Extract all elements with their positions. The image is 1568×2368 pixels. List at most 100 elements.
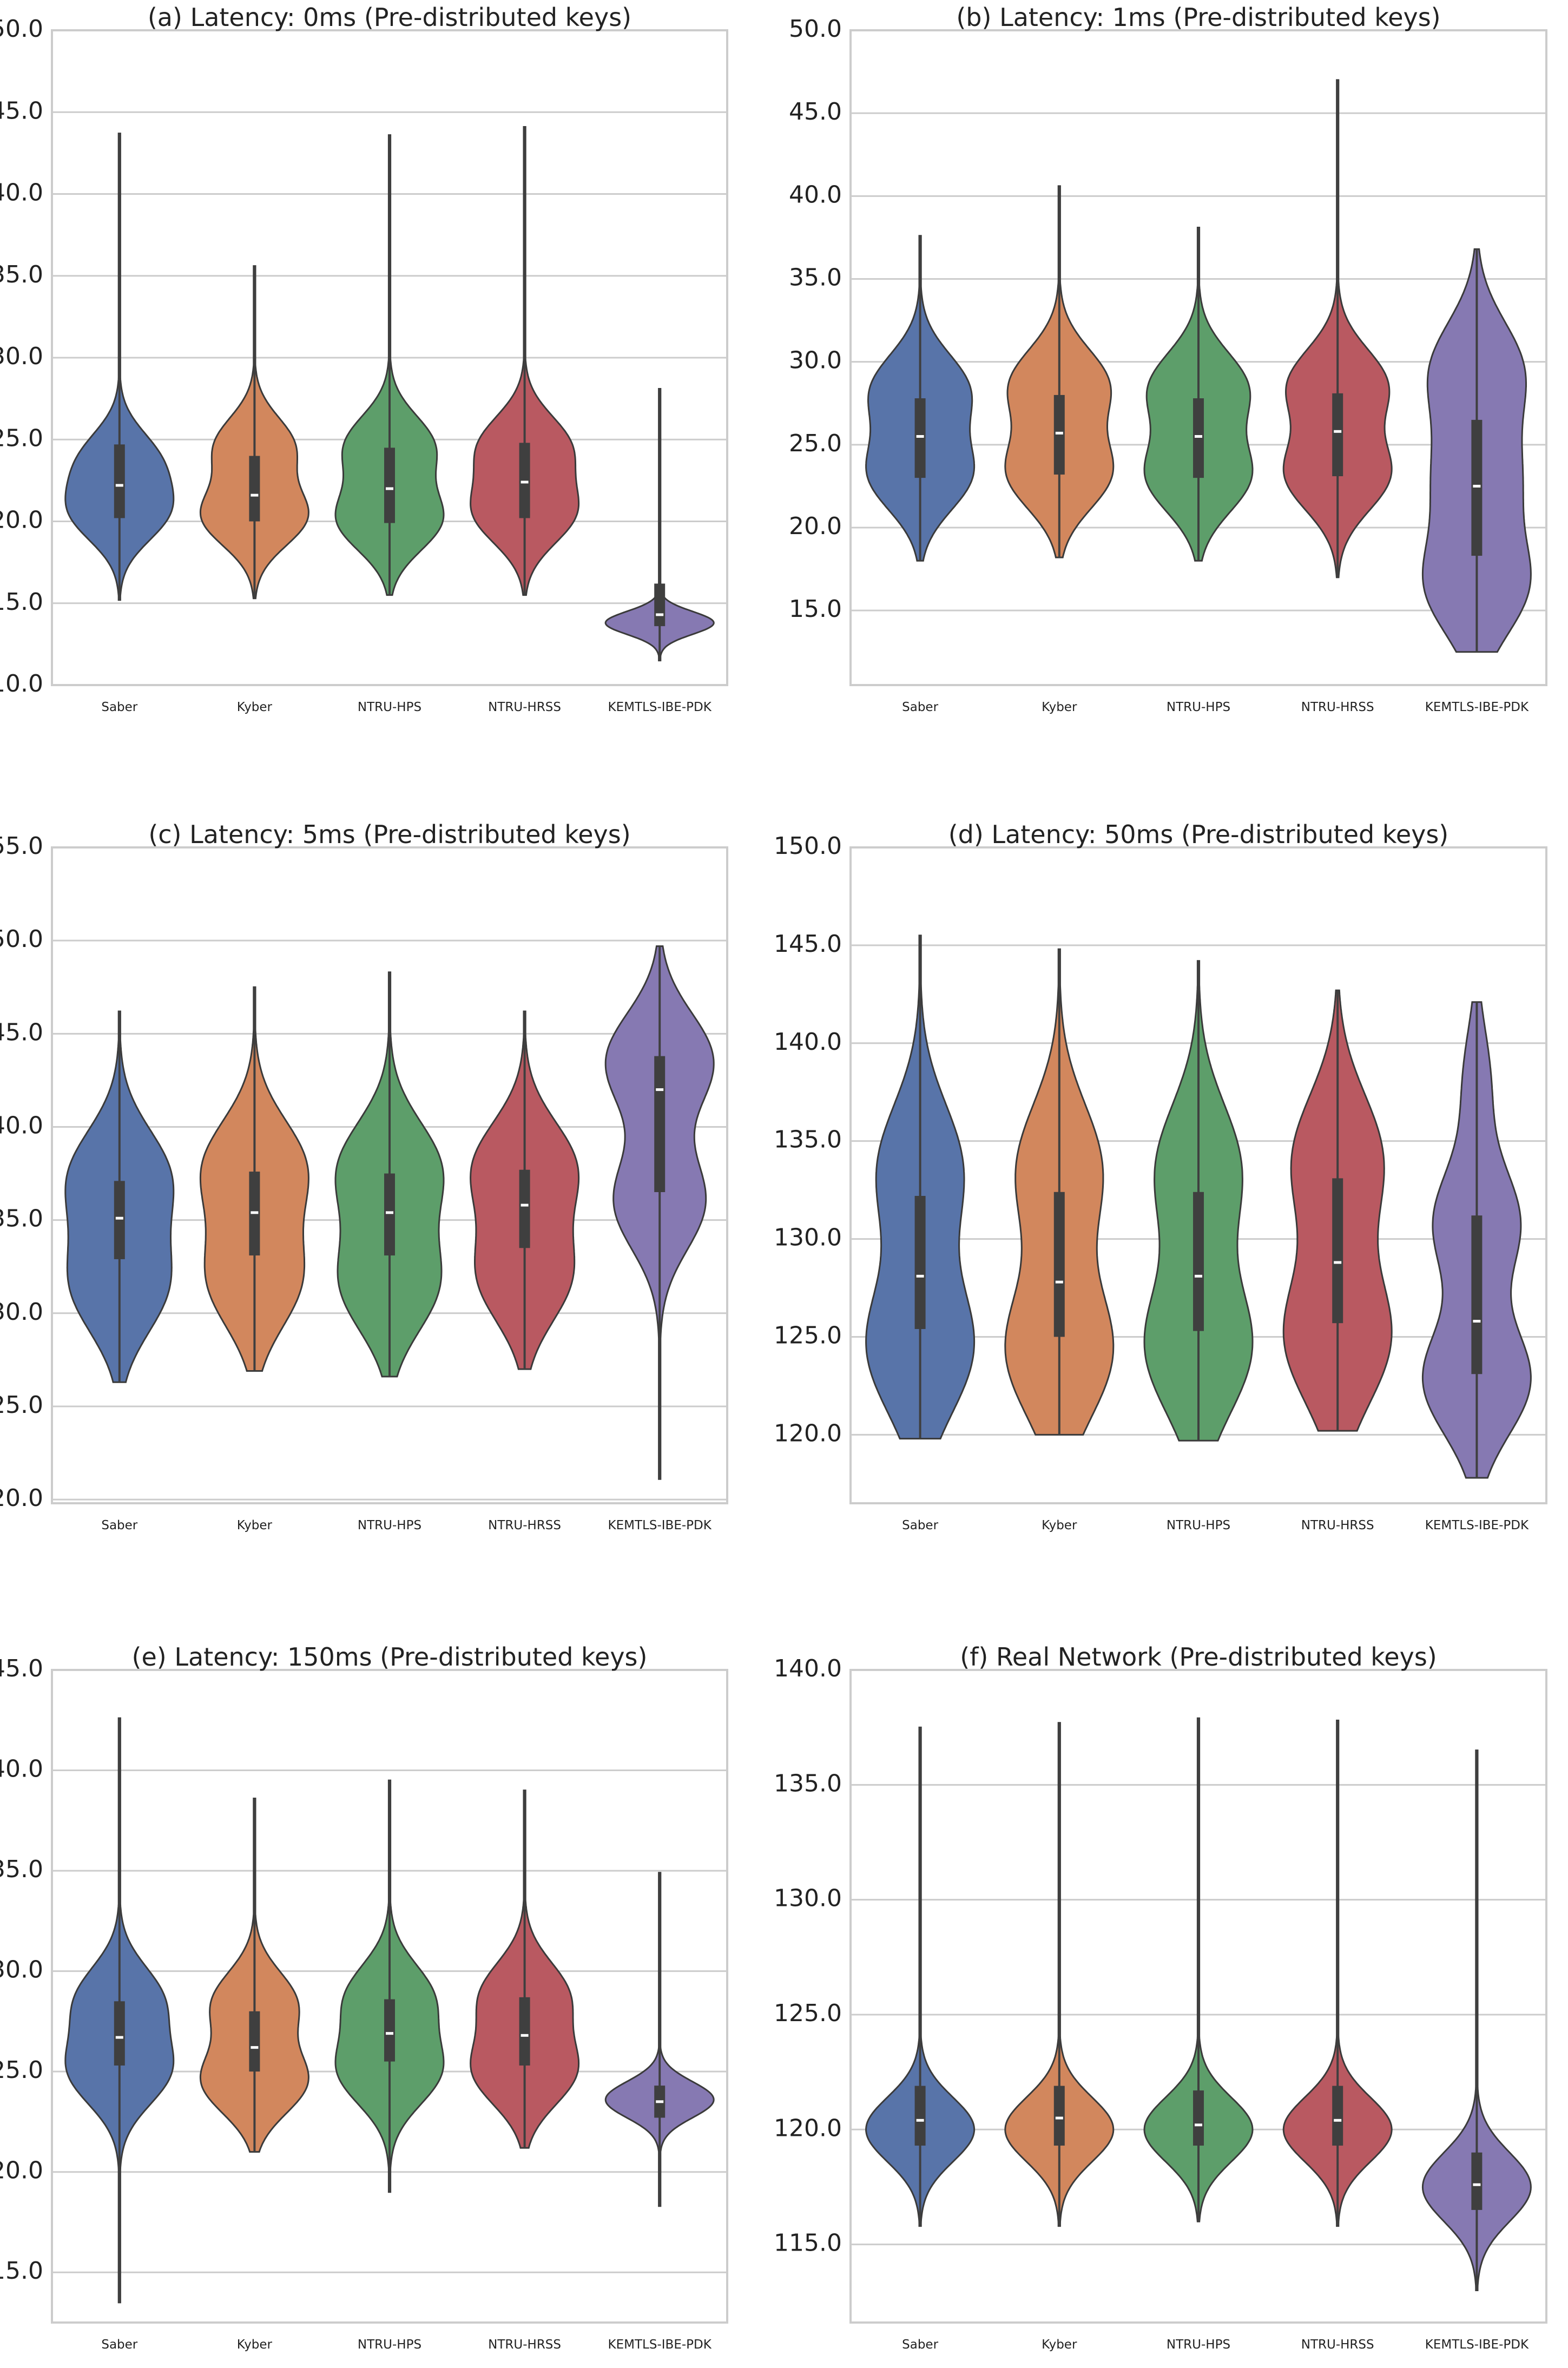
y-tick-label: 25.0 bbox=[789, 430, 842, 457]
chart-title: (f) Real Network (Pre-distributed keys) bbox=[960, 1642, 1437, 1672]
x-tick-label-saber: Saber bbox=[902, 2338, 938, 2352]
iqr-box-ntru-hps bbox=[384, 448, 395, 523]
chart-title: (e) Latency: 150ms (Pre-distributed keys… bbox=[132, 1642, 648, 1672]
iqr-box-kyber bbox=[1053, 394, 1065, 475]
iqr-box-ntru-hrss bbox=[519, 1997, 530, 2066]
iqr-box-ntru-hrss bbox=[519, 1169, 530, 1248]
y-tick-label: 125.0 bbox=[774, 1321, 842, 1349]
x-tick-label-ntru-hrss: NTRU-HRSS bbox=[488, 1518, 561, 1532]
y-tick-label: 20.0 bbox=[0, 1484, 43, 1512]
iqr-box-ntru-hrss bbox=[519, 443, 530, 518]
x-tick-label-saber: Saber bbox=[902, 1518, 938, 1532]
x-tick-label-kyber: Kyber bbox=[237, 2338, 273, 2352]
y-tick-label: 120.0 bbox=[774, 2114, 842, 2142]
x-tick-label-ntru-hrss: NTRU-HRSS bbox=[488, 2338, 561, 2352]
x-tick-label-kemtls-ibe-pdk: KEMTLS-IBE-PDK bbox=[608, 1518, 712, 1532]
y-tick-label: 20.0 bbox=[789, 512, 842, 540]
iqr-box-kemtls-ibe-pdk bbox=[1471, 1215, 1483, 1374]
chart-title: (c) Latency: 5ms (Pre-distributed keys) bbox=[148, 820, 630, 849]
iqr-box-kemtls-ibe-pdk bbox=[1471, 2152, 1483, 2210]
chart-panel-b: 15.0 20.0 25.0 30.0 35.0 40.0 45.0 50.0 Saber Kyb… bbox=[789, 3, 1547, 714]
x-tick-label-ntru-hps: NTRU-HPS bbox=[358, 700, 421, 714]
y-tick-label: 20.0 bbox=[0, 507, 43, 534]
iqr-box-ntru-hps bbox=[1193, 1192, 1204, 1331]
y-tick-label: 55.0 bbox=[0, 832, 43, 860]
x-tick-label-kyber: Kyber bbox=[1042, 2338, 1077, 2352]
y-tick-label: 35.0 bbox=[0, 1205, 43, 1233]
y-tick-label: 45.0 bbox=[0, 97, 43, 124]
iqr-box-kyber bbox=[1053, 1192, 1065, 1337]
x-tick-label-kemtls-ibe-pdk: KEMTLS-IBE-PDK bbox=[1425, 2338, 1529, 2352]
plot-frame bbox=[849, 29, 1547, 686]
y-tick-label: 140.0 bbox=[774, 1028, 842, 1056]
iqr-box-kemtls-ibe-pdk bbox=[654, 583, 666, 627]
iqr-box-kyber bbox=[1053, 2086, 1065, 2146]
x-tick-label-kyber: Kyber bbox=[1042, 1518, 1077, 1532]
x-tick-label-kemtls-ibe-pdk: KEMTLS-IBE-PDK bbox=[1425, 700, 1529, 714]
plot-frame bbox=[849, 846, 1547, 1504]
x-tick-label-ntru-hps: NTRU-HPS bbox=[358, 2338, 421, 2352]
y-tick-label: 10.0 bbox=[0, 670, 43, 698]
iqr-box-ntru-hrss bbox=[1332, 1178, 1343, 1324]
iqr-box-saber bbox=[914, 2086, 926, 2146]
x-tick-label-kemtls-ibe-pdk: KEMTLS-IBE-PDK bbox=[608, 700, 712, 714]
y-tick-label: 140.0 bbox=[774, 1655, 842, 1682]
x-tick-label-ntru-hrss: NTRU-HRSS bbox=[488, 700, 561, 714]
plot-frame bbox=[51, 29, 728, 686]
iqr-box-ntru-hps bbox=[1193, 398, 1204, 478]
y-tick-label: 30.0 bbox=[0, 1298, 43, 1326]
iqr-box-saber bbox=[914, 398, 926, 478]
chart-panel-d: 120.0 125.0 130.0 135.0 140.0 145.0 150.0 Saber… bbox=[774, 820, 1547, 1532]
iqr-box-ntru-hps bbox=[384, 1173, 395, 1256]
y-tick-label: 50.0 bbox=[789, 15, 842, 43]
x-tick-label-saber: Saber bbox=[101, 700, 137, 714]
y-tick-label: 30.0 bbox=[0, 343, 43, 370]
x-tick-label-ntru-hps: NTRU-HPS bbox=[1167, 700, 1230, 714]
x-tick-label-saber: Saber bbox=[902, 700, 938, 714]
plot-frame bbox=[51, 846, 728, 1504]
y-tick-label: 125.0 bbox=[774, 1999, 842, 2027]
iqr-box-kemtls-ibe-pdk bbox=[654, 1056, 666, 1192]
plot-frame bbox=[849, 1669, 1547, 2324]
y-tick-label: 25.0 bbox=[0, 424, 43, 452]
y-tick-label: 45.0 bbox=[789, 98, 842, 126]
chart-panel-c: 20.0 25.0 30.0 35.0 40.0 45.0 50.0 55.0 Saber Kyb… bbox=[0, 820, 728, 1532]
y-tick-label: 120.0 bbox=[774, 1419, 842, 1447]
y-tick-label: 330.0 bbox=[0, 1956, 43, 1984]
y-tick-label: 115.0 bbox=[774, 2229, 842, 2257]
x-tick-label-ntru-hps: NTRU-HPS bbox=[1167, 2338, 1230, 2352]
y-tick-label: 35.0 bbox=[0, 261, 43, 288]
iqr-box-kemtls-ibe-pdk bbox=[1471, 419, 1483, 556]
x-tick-label-kemtls-ibe-pdk: KEMTLS-IBE-PDK bbox=[1425, 1518, 1529, 1532]
y-tick-label: 50.0 bbox=[0, 15, 43, 43]
x-tick-label-kyber: Kyber bbox=[1042, 700, 1077, 714]
x-tick-label-ntru-hps: NTRU-HPS bbox=[1167, 1518, 1230, 1532]
y-tick-label: 130.0 bbox=[774, 1224, 842, 1252]
y-tick-label: 335.0 bbox=[0, 1856, 43, 1883]
y-tick-label: 135.0 bbox=[774, 1126, 842, 1154]
y-tick-label: 340.0 bbox=[0, 1755, 43, 1783]
y-tick-label: 45.0 bbox=[0, 1018, 43, 1046]
y-tick-label: 135.0 bbox=[774, 1770, 842, 1797]
chart-panel-f: 115.0 120.0 125.0 130.0 135.0 140.0 Saber Kyber… bbox=[774, 1642, 1547, 2352]
iqr-box-kyber bbox=[249, 456, 260, 522]
plot-frame bbox=[51, 1669, 728, 2324]
chart-title: (d) Latency: 50ms (Pre-distributed keys) bbox=[948, 820, 1449, 849]
chart-panel-e: 315.0 320.0 325.0 330.0 335.0 340.0 345.0 Saber… bbox=[0, 1642, 728, 2352]
iqr-box-ntru-hrss bbox=[1332, 2086, 1343, 2146]
y-tick-label: 40.0 bbox=[0, 1111, 43, 1139]
chart-panel-a: 10.0 15.0 20.0 25.0 30.0 35.0 40.0 45.0 50.0 Sabe… bbox=[0, 3, 728, 714]
iqr-box-ntru-hrss bbox=[1332, 393, 1343, 477]
chart-title: (a) Latency: 0ms (Pre-distributed keys) bbox=[148, 3, 631, 32]
y-tick-label: 35.0 bbox=[789, 264, 842, 291]
y-tick-label: 150.0 bbox=[774, 832, 842, 860]
y-tick-label: 30.0 bbox=[789, 347, 842, 374]
y-tick-label: 325.0 bbox=[0, 2056, 43, 2084]
y-tick-label: 145.0 bbox=[774, 930, 842, 958]
y-tick-label: 15.0 bbox=[0, 588, 43, 616]
y-tick-label: 130.0 bbox=[774, 1885, 842, 1912]
y-tick-label: 50.0 bbox=[0, 925, 43, 953]
x-tick-label-saber: Saber bbox=[101, 1518, 137, 1532]
iqr-box-ntru-hps bbox=[384, 1999, 395, 2062]
